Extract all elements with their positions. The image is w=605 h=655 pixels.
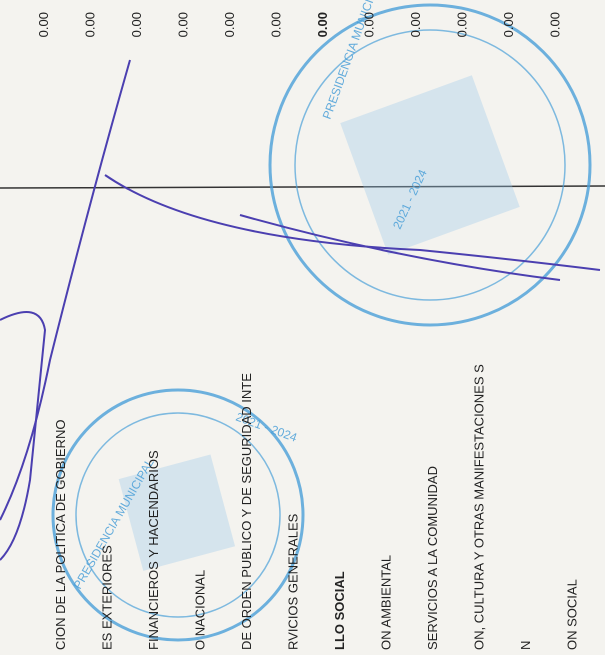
row-value: 0.00 — [455, 12, 470, 37]
row-label: RVICIOS GENERALES — [286, 513, 301, 650]
row-value: 0.00 — [176, 12, 191, 37]
row-label: O NACIONAL — [193, 570, 208, 650]
row-value: 0.00 — [269, 12, 284, 37]
row-value: 0.00 — [315, 12, 330, 37]
row-label: LLO SOCIAL — [332, 571, 347, 650]
row-value: 0.00 — [222, 12, 237, 37]
row-label: ON SOCIAL — [565, 579, 580, 650]
row-label: SERVICIOS A LA COMUNIDAD — [425, 466, 440, 650]
row-label: N — [518, 641, 533, 650]
row-label: ON, CULTURA Y OTRAS MANIFESTACIONES S — [472, 364, 487, 650]
row-value: 0.00 — [408, 12, 423, 37]
row-value: 0.00 — [129, 12, 144, 37]
signature — [0, 59, 601, 561]
row-value: 0.00 — [501, 12, 516, 37]
row-value: 0.00 — [83, 12, 98, 37]
row-label: FINANCIEROS Y HACENDARIOS — [146, 450, 161, 650]
row-value: 0.00 — [36, 12, 51, 37]
table-rows: CION DE LA POLITICA DE GOBIERNO 0.00 ES EX… — [36, 12, 580, 650]
row-value: 0.00 — [548, 12, 563, 37]
row-label: ES EXTERIORES — [100, 545, 115, 650]
rule-line — [0, 185, 605, 189]
row-label: ON AMBIENTAL — [379, 555, 394, 650]
row-label: DE ORDEN PUBLICO Y DE SEGURIDAD INTE — [239, 373, 254, 650]
row-value: 0.00 — [362, 12, 377, 37]
row-label: CION DE LA POLITICA DE GOBIERNO — [53, 420, 68, 650]
